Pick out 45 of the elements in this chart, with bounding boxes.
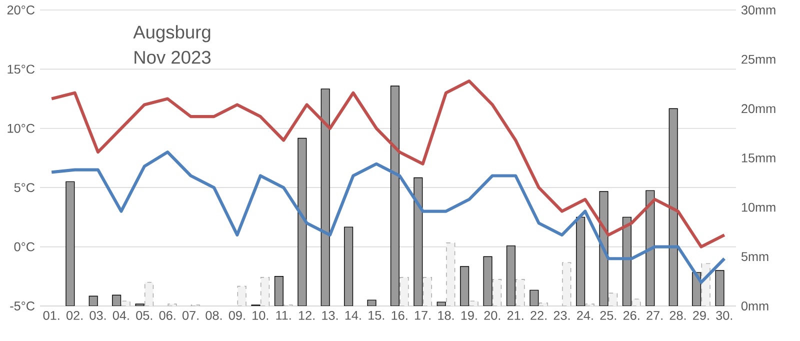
x-tick-label: 02.	[66, 310, 82, 320]
x-tick-label: 13.	[322, 310, 338, 320]
y2-tick-label: 25mm	[742, 54, 776, 64]
y-tick-label: 0°C	[14, 242, 35, 252]
y2-tick-label: 10mm	[742, 202, 776, 212]
x-tick-label: 22.	[530, 310, 546, 320]
y2-tick-label: 5mm	[741, 252, 768, 262]
x-tick-label: 10.	[252, 310, 268, 320]
x-tick-label: 15.	[368, 310, 384, 320]
y2-tick-label: 0mm	[741, 302, 768, 310]
x-tick-label: 29.	[693, 310, 709, 320]
x-tick-label: 12.	[298, 310, 314, 320]
x-tick-label: 16.	[392, 310, 408, 320]
x-tick-label: 25.	[600, 310, 616, 320]
x-tick-label: 08.	[206, 310, 222, 320]
x-tick-label: 18.	[438, 310, 454, 320]
x-tick-label: 20.	[484, 310, 500, 320]
x-tick-label: 05.	[136, 310, 152, 320]
x-tick-label: 01.	[43, 310, 60, 320]
x-tick-label: 04.	[112, 310, 129, 320]
text: Nov 2023	[134, 50, 211, 64]
y-tick-label: 20°C	[7, 6, 35, 14]
x-tick-label: 07.	[182, 310, 198, 320]
y-tick-label: -5°C	[10, 302, 35, 310]
x-tick-label: 06.	[159, 310, 176, 320]
x-tick-label: 14.	[345, 310, 361, 320]
x-tick-label: 30.	[716, 310, 732, 320]
x-tick-label: 27.	[646, 310, 662, 320]
x-tick-label: 11.	[276, 310, 291, 320]
y-tick-label: 15°C	[8, 64, 35, 74]
x-tick-label: 19.	[461, 310, 477, 320]
x-tick-label: 17.	[414, 310, 430, 320]
y2-tick-label: 20mm	[742, 104, 776, 114]
text: Augsburg	[133, 25, 210, 42]
x-tick-label: 21.	[507, 310, 524, 320]
x-tick-label: 23.	[554, 310, 570, 320]
x-tick-label: 03.	[90, 310, 106, 320]
x-tick-label: 26.	[623, 310, 640, 320]
x-tick-label: 09.	[228, 310, 245, 320]
y-tick-label: 10°C	[8, 124, 35, 133]
y2-tick-label: 30mm	[741, 6, 776, 14]
x-tick-label: 24.	[577, 310, 593, 320]
y2-tick-label: 15mm	[742, 154, 776, 162]
y-tick-label: 5°C	[14, 183, 35, 192]
x-tick-label: 28.	[670, 310, 686, 320]
